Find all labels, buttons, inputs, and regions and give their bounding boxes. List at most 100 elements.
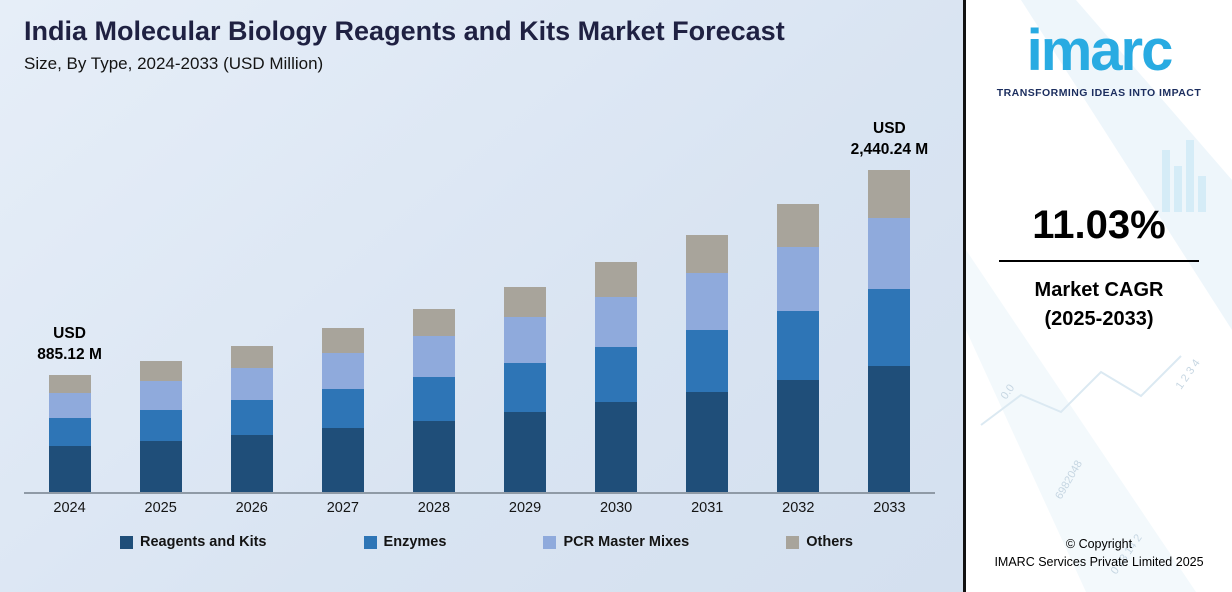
bar-column-2026 [206,86,297,493]
bar-stack-2031 [686,234,729,493]
x-tick-label: 2030 [599,500,633,517]
bar-column-2025 [115,86,206,493]
bar-segment-enzymes [686,330,729,392]
bar-column-2033: USD 2,440.24 M [844,86,935,493]
brand-sidebar: 0.0 1 2 3 4 6982048 0 13 14 2 imarc TRAN… [963,0,1232,592]
bar-segment-enzymes [868,289,911,367]
decorative-line-chart [980,355,1182,426]
chart-subtitle: Size, By Type, 2024-2033 (USD Million) [24,54,324,74]
bar-stack-2029 [504,286,547,493]
bar-stack-2026 [230,345,273,493]
bar-annotation: USD 2,440.24 M [851,119,929,161]
imarc-logo-text: imarc [1026,18,1174,83]
bar-segment-reagents-and-kits [230,434,273,493]
legend-label: Enzymes [383,534,447,551]
legend-swatch-reagents-and-kits [120,535,133,549]
bar-segment-others [139,361,182,381]
cagr-block: 11.03% Market CAGR (2025-2033) [966,203,1232,334]
legend-item-enzymes: Enzymes [363,534,447,551]
bar-stack-2030 [595,262,638,493]
bar-stack-2024 [48,375,91,493]
plot-area: USD 885.12 M USD 2,440.24 M [24,86,935,495]
bar-segment-others [321,328,364,353]
bar-segment-others [595,262,638,297]
bar-segment-reagents-and-kits [595,402,638,493]
bar-stack-2032 [777,204,820,493]
bar-column-2032 [753,86,844,493]
bar-segment-enzymes [595,347,638,403]
bar-stack-2025 [139,361,182,493]
annotation-line1: USD [53,325,86,343]
bar-segment-enzymes [139,409,182,442]
bar-segment-pcr-master-mixes [412,336,455,377]
imarc-logo: imarc TRANSFORMING IDEAS INTO IMPACT [997,18,1201,100]
bar-column-2024: USD 885.12 M [24,86,115,493]
x-tick-label: 2033 [873,500,906,517]
bar-stack-2033 [868,169,911,493]
bar-segment-others [412,308,455,337]
copyright: © Copyright IMARC Services Private Limit… [994,535,1203,573]
legend: Reagents and Kits Enzymes PCR Master Mixes… [120,534,853,550]
bar-segment-pcr-master-mixes [230,367,273,400]
bar-segment-pcr-master-mixes [504,317,547,363]
legend-label: Reagents and Kits [140,534,267,551]
legend-item-pcr-master-mixes: PCR Master Mixes [543,534,689,550]
legend-swatch-pcr-master-mixes [543,535,557,549]
bar-segment-others [504,286,547,318]
bar-segment-pcr-master-mixes [868,218,911,290]
x-axis-labels: 2024 2025 2026 2027 2028 2029 2030 2031 2032 2033 [24,500,935,516]
x-tick-label: 2028 [417,500,451,517]
page-title: India Molecular Biology Reagents and Kit… [24,16,785,46]
bar-segment-reagents-and-kits [777,379,820,493]
bar-segment-enzymes [412,376,455,421]
copyright-line2: IMARC Services Private Limited 2025 [994,555,1204,570]
legend-item-reagents-and-kits: Reagents and Kits [120,534,267,550]
legend-label: Others [806,534,853,551]
x-tick-label: 2029 [508,500,542,517]
bar-column-2031 [662,86,753,493]
annotation-line2: 2,440.24 M [850,141,929,159]
copyright-line1: © Copyright [1065,536,1133,551]
bar-segment-reagents-and-kits [139,441,182,493]
chart-panel: India Molecular Biology Reagents and Kit… [0,0,963,592]
x-tick-label: 2031 [691,500,724,517]
bar-segment-reagents-and-kits [48,446,91,493]
bar-segment-enzymes [504,362,547,412]
bar-segment-enzymes [777,310,820,380]
bar-segment-pcr-master-mixes [595,296,638,348]
bar-segment-enzymes [230,399,273,435]
bar-segment-others [868,169,911,219]
x-tick-label: 2026 [235,500,268,517]
annotation-line1: USD [873,120,906,138]
bar-segment-pcr-master-mixes [139,380,182,410]
bar-segment-enzymes [321,388,364,429]
bar-segment-others [230,345,273,368]
legend-item-others: Others [786,534,853,550]
bar-segment-pcr-master-mixes [321,352,364,389]
decorative-bar-chart [1162,140,1206,212]
bar-segment-others [686,234,729,274]
cagr-value: 11.03% [1032,203,1166,247]
bar-annotation: USD 885.12 M [37,324,102,366]
x-tick-label: 2027 [326,500,359,517]
legend-label: PCR Master Mixes [563,534,690,551]
decorative-number: 1 2 3 4 [1174,357,1203,391]
bar-column-2030 [571,86,662,493]
legend-swatch-others [786,535,800,549]
legend-swatch-enzymes [363,535,377,549]
annotation-line2: 885.12 M [37,346,102,364]
x-tick-label: 2025 [144,500,177,517]
bar-segment-pcr-master-mixes [777,247,820,311]
bar-segment-pcr-master-mixes [686,273,729,331]
x-tick-label: 2024 [53,500,86,517]
cagr-divider [999,260,1199,262]
bar-segment-others [48,375,91,393]
bar-column-2027 [297,86,388,493]
cagr-label: Market CAGR (2025-2033) [966,276,1232,334]
bar-segment-reagents-and-kits [412,420,455,493]
decorative-number: 6982048 [1053,458,1085,501]
bar-segment-enzymes [48,418,91,447]
bar-column-2028 [388,86,479,493]
bar-segment-reagents-and-kits [321,428,364,493]
bar-segment-reagents-and-kits [868,366,911,493]
